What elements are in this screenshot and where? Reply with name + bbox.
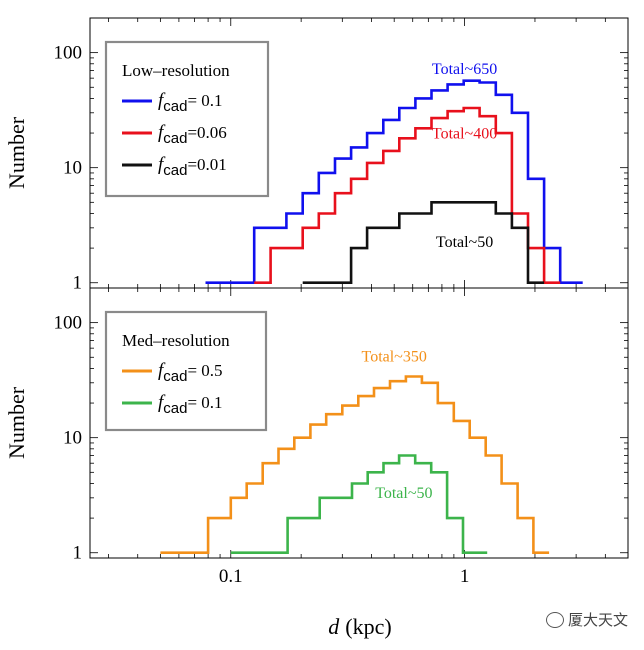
y-tick-label: 1 <box>73 273 83 294</box>
watermark-text: 厦大天文 <box>567 611 628 629</box>
series-annotation-0: Total~650 <box>432 61 497 78</box>
watermark: 厦大天文 <box>545 609 628 630</box>
legend: Med–resolution fcad= 0.5 fcad= 0.1 <box>104 310 268 432</box>
legend-title: Low–resolution <box>122 61 230 80</box>
legend-label-1: fcad=0.06 <box>158 122 227 147</box>
series-annotation-2: Total~50 <box>436 234 493 251</box>
y-tick-label: 100 <box>54 43 83 64</box>
y-tick-label: 10 <box>63 158 82 179</box>
series-line-1 <box>254 106 561 284</box>
x-tick-label: 1 <box>460 566 470 587</box>
series-annotation-1: Total~50 <box>375 485 432 502</box>
y-tick-label: 10 <box>63 428 82 449</box>
y-tick-label: 100 <box>54 313 83 334</box>
wechat-icon <box>545 611 564 628</box>
tick-marks <box>90 17 629 288</box>
series-line-0 <box>160 375 550 554</box>
legend-label-0: fcad= 0.5 <box>158 360 223 385</box>
series-annotation-0: Total~350 <box>362 348 427 365</box>
legend-label-0: fcad= 0.1 <box>158 90 223 115</box>
legend-label-1: fcad= 0.1 <box>158 392 223 417</box>
series-line-2 <box>302 201 545 284</box>
y-axis-title: Number <box>4 116 29 189</box>
legend-title: Med–resolution <box>122 331 230 350</box>
tick-marks <box>90 287 629 558</box>
legend-label-2: fcad=0.01 <box>158 154 227 179</box>
series-line-0 <box>205 79 583 284</box>
series-line-1 <box>230 454 488 554</box>
y-axis-title: Number <box>4 386 29 459</box>
top-panel: 1 10 100 Number Total~650 Total~400 Total~50 Lo… <box>4 17 629 294</box>
series-annotation-1: Total~400 <box>432 125 497 142</box>
x-tick-label: 0.1 <box>219 566 243 587</box>
plot-frame <box>89 287 629 559</box>
legend-box <box>104 40 270 198</box>
legend: Low–resolution fcad= 0.1 fcad=0.06 fcad=0.0… <box>104 40 270 198</box>
x-axis-title: d (kpc) <box>328 614 391 639</box>
bottom-panel: 1 10 100 0.1 1 Number Total~350 Total~50 Med–res… <box>4 287 629 587</box>
y-tick-label: 1 <box>73 543 83 564</box>
